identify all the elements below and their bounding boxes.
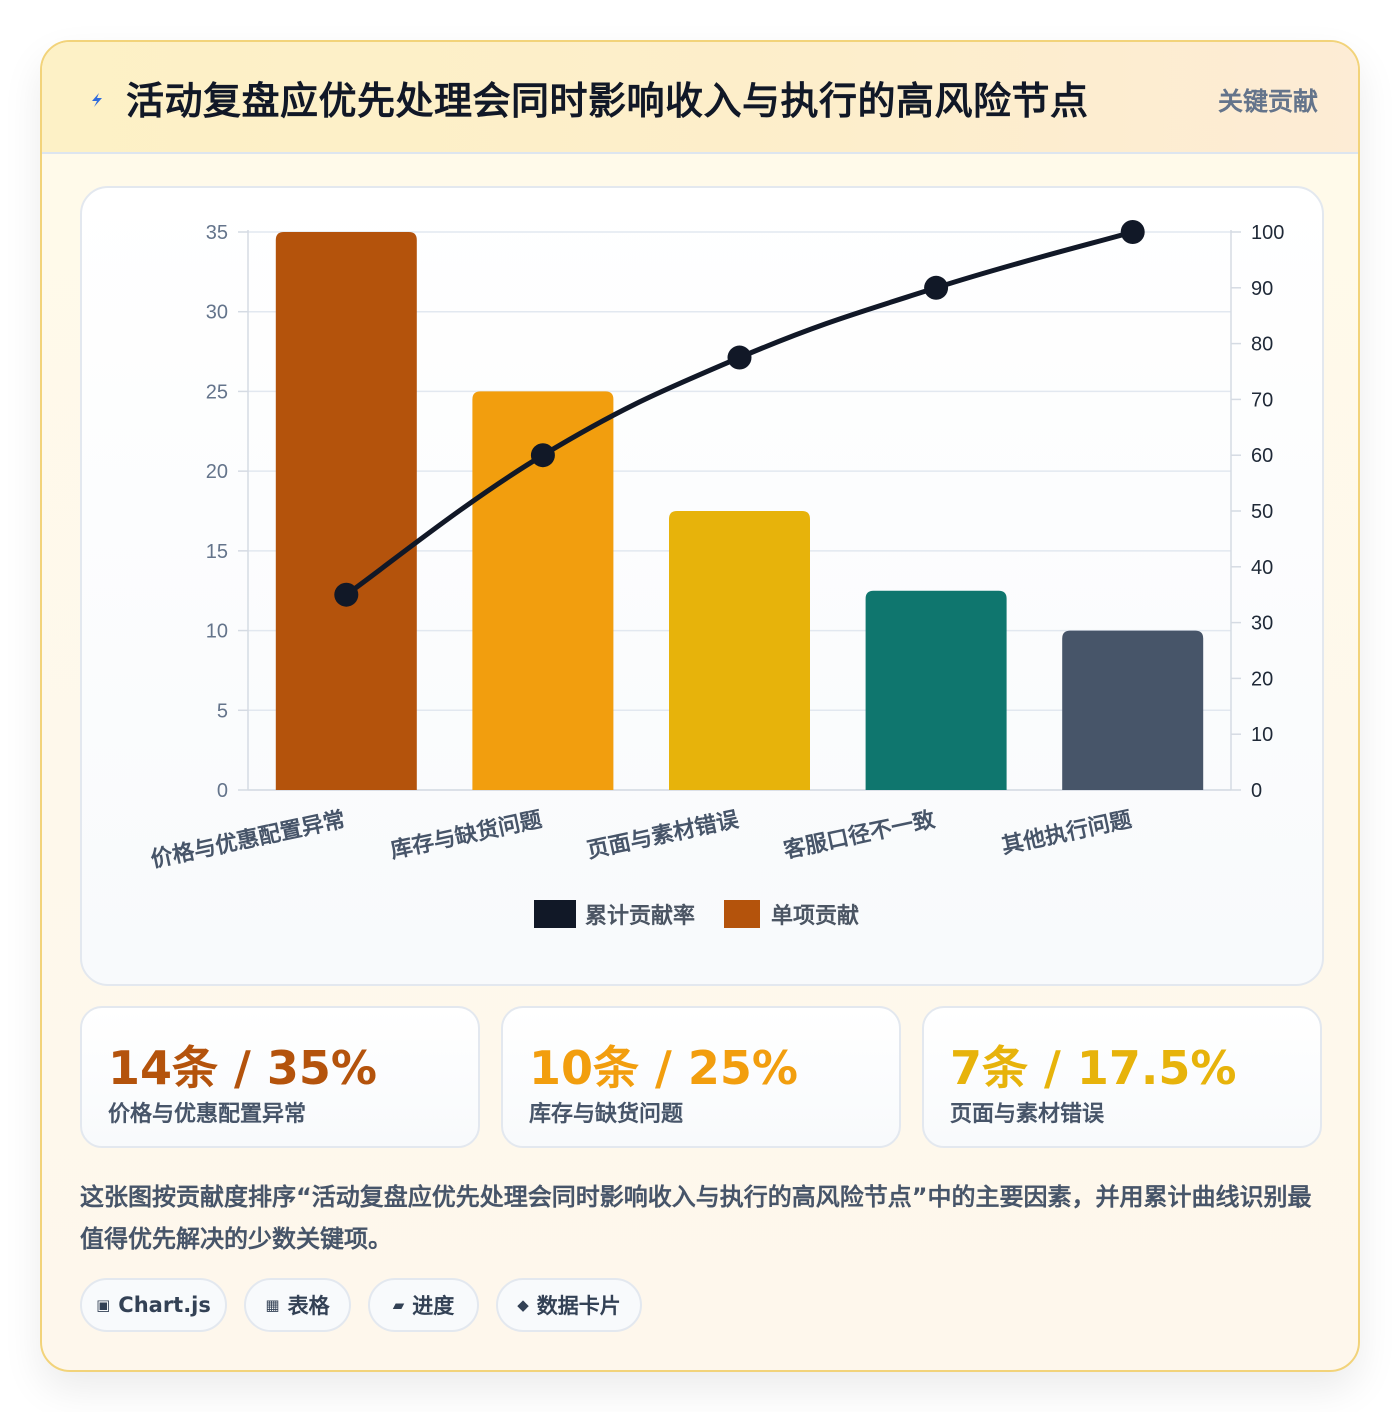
y-tick-label-left: 15 [206,541,228,563]
y-tick-label-right: 50 [1251,501,1273,523]
cumulative-point [1120,220,1145,244]
y-tick-label-left: 30 [206,302,228,324]
y-tick-label-right: 10 [1251,724,1273,746]
legend-label-cumulative: 累计贡献率 [585,903,695,929]
cumulative-point [727,345,752,370]
y-tick-label-left: 0 [217,780,228,802]
x-tick-label: 库存与缺货问题 [388,806,545,864]
x-tick-label: 页面与素材错误 [585,806,742,864]
y-tick-label-left: 5 [217,700,228,722]
tag-table[interactable]: ▦ 表格 [244,1278,351,1332]
stat-value: 10条 / 25% [529,1041,798,1095]
main-card: 活动复盘应优先处理会同时影响收入与执行的高风险节点 关键贡献 0 5 10 15 20 2… [40,40,1360,1372]
x-tick-label: 其他执行问题 [999,806,1134,859]
stat-card-1: 14条 / 35% 价格与优惠配置异常 [80,1006,480,1148]
pareto-chart: 0 5 10 15 20 25 30 35 0 10 20 30 40 50 60 70 80 90 100 价格与优… [148,220,1284,929]
x-tick-label: 客服口径不一致 [781,806,938,864]
stat-value: 7条 / 17.5% [950,1041,1237,1095]
y-tick-label-right: 100 [1251,222,1284,244]
y-tick-label-left: 20 [206,461,228,483]
table-icon: ▦ [265,1296,280,1314]
bar [669,511,810,790]
tag-label: Chart.js [118,1293,211,1317]
card-header: 活动复盘应优先处理会同时影响收入与执行的高风险节点 关键贡献 [42,42,1358,154]
y-tick-label-left: 35 [206,222,228,244]
chart-panel: 0 5 10 15 20 25 30 35 0 10 20 30 40 50 60 70 80 90 100 价格与优… [80,186,1324,986]
y-tick-label-right: 30 [1251,613,1273,635]
stat-label: 价格与优惠配置异常 [108,1102,307,1127]
diamond-icon: ◆ [517,1296,529,1314]
cumulative-point [334,582,359,607]
y-tick-label-right: 40 [1251,557,1273,579]
bar [1062,630,1204,790]
header-badge: 关键贡献 [1217,87,1318,116]
x-tick-label: 价格与优惠配置异常 [148,806,347,873]
tag-progress[interactable]: ▰ 进度 [368,1278,479,1332]
y-tick-label-left: 10 [206,621,228,643]
tag-chartjs[interactable]: ▣ Chart.js [80,1278,227,1332]
chart-icon: ▣ [96,1296,111,1314]
legend-label-single: 单项贡献 [771,903,859,929]
y-tick-label-right: 20 [1251,668,1273,690]
tag-data-cards[interactable]: ◆ 数据卡片 [496,1278,642,1332]
y-tick-label-right: 0 [1251,780,1262,802]
bar [865,590,1007,790]
tag-label: 表格 [287,1294,330,1318]
page-title: 活动复盘应优先处理会同时影响收入与执行的高风险节点 [126,79,1089,123]
tag-label: 数据卡片 [536,1294,621,1318]
stat-card-2: 10条 / 25% 库存与缺货问题 [501,1006,901,1148]
stat-label: 页面与素材错误 [950,1102,1105,1127]
y-tick-label-right: 90 [1251,278,1273,300]
cumulative-point [530,443,555,468]
tag-label: 进度 [412,1294,455,1318]
y-tick-label-left: 25 [206,381,228,403]
stat-label: 库存与缺货问题 [529,1102,684,1127]
y-tick-label-right: 70 [1251,389,1273,411]
bar [472,391,614,790]
chart-description: 这张图按贡献度排序“活动复盘应优先处理会同时影响收入与执行的高风险节点”中的主要… [80,1183,1312,1253]
y-tick-label-right: 60 [1251,445,1273,467]
progress-icon: ▰ [392,1296,405,1314]
y-tick-label-right: 80 [1251,334,1273,356]
bar [275,232,417,790]
stat-value: 14条 / 35% [108,1041,377,1095]
cumulative-point [924,275,949,300]
lightning-icon [92,93,102,107]
stat-card-3: 7条 / 17.5% 页面与素材错误 [922,1006,1322,1148]
legend-swatch-single [724,900,760,928]
legend-swatch-cumulative [534,900,576,928]
